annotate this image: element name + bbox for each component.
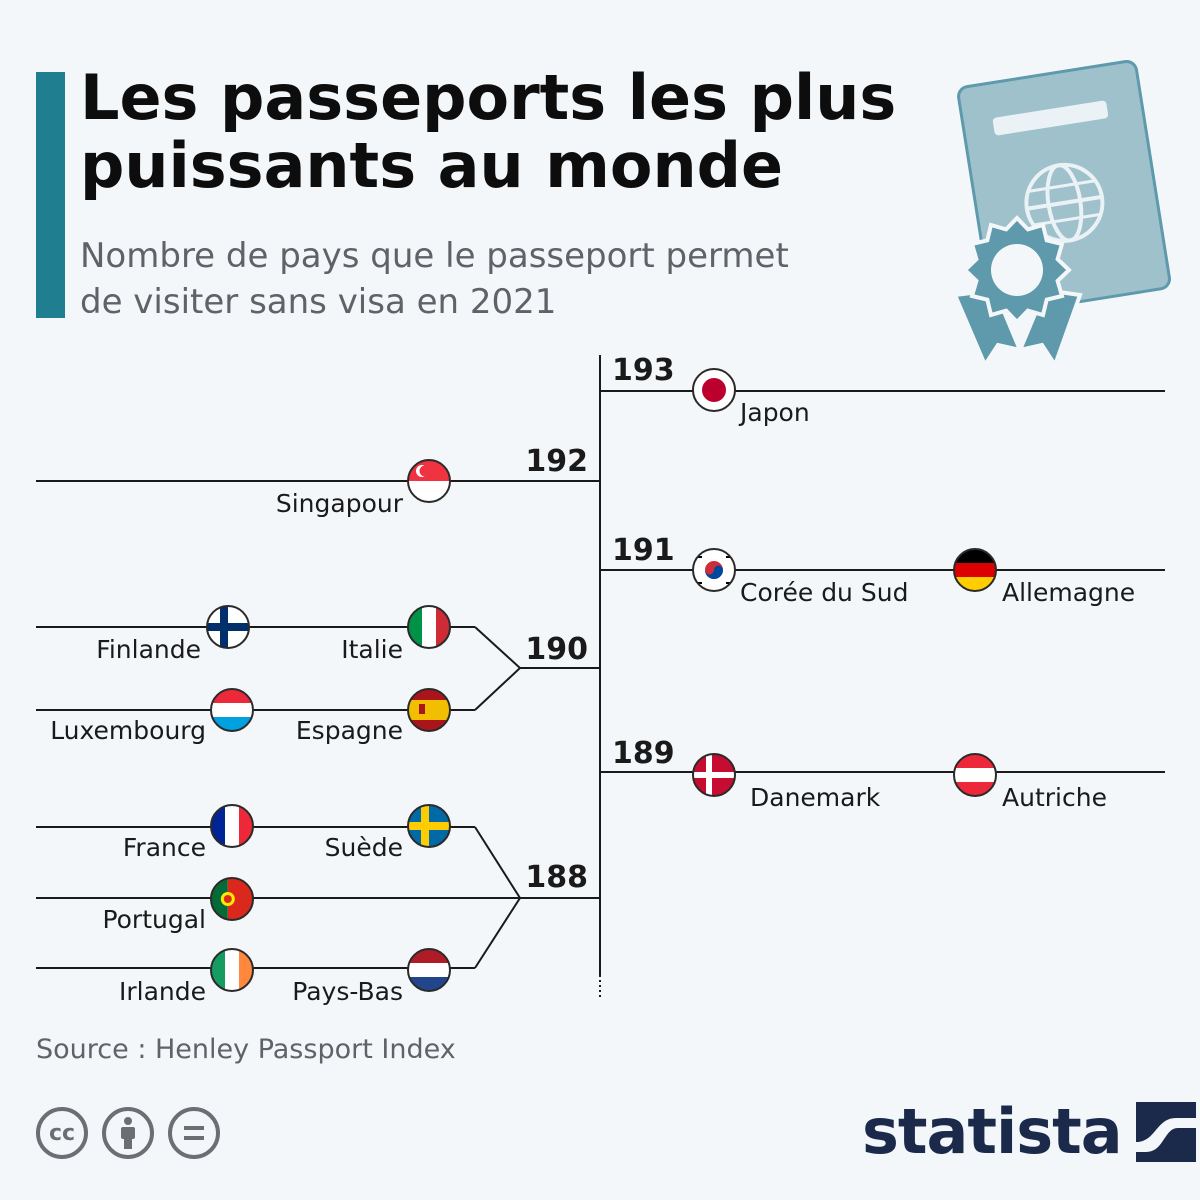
country-label: Danemark xyxy=(750,783,881,812)
page-subtitle: Nombre de pays que le passeport permet d… xyxy=(80,236,789,322)
tier-value-label: 191 xyxy=(612,533,675,568)
ireland-flag xyxy=(210,948,254,992)
country-label: Singapour xyxy=(276,489,404,518)
spain-flag xyxy=(407,688,451,732)
country-label: Corée du Sud xyxy=(740,578,908,607)
country-label: Autriche xyxy=(1002,783,1107,812)
country-label: Pays-Bas xyxy=(292,977,403,1006)
source-note: Source : Henley Passport Index xyxy=(36,1034,456,1065)
country-label: Portugal xyxy=(102,905,206,934)
country-label: Allemagne xyxy=(1002,578,1135,607)
japan-flag xyxy=(692,368,736,412)
singapore-flag xyxy=(407,459,451,503)
cc-icon: cc xyxy=(36,1107,88,1159)
country-label: Italie xyxy=(341,635,403,664)
country-label: Irlande xyxy=(119,977,206,1006)
tier-value-label: 188 xyxy=(525,860,588,895)
page-title: Les passeports les plus puissants au mon… xyxy=(80,61,897,202)
no-derivatives-icon xyxy=(168,1107,220,1159)
tier-value-label: 189 xyxy=(612,736,675,771)
country-label: Finlande xyxy=(96,635,201,664)
tier-value-label: 190 xyxy=(525,632,588,667)
country-label: Japon xyxy=(738,398,810,427)
country-label: France xyxy=(123,833,206,862)
passport-icon xyxy=(952,59,1171,370)
austria-flag xyxy=(953,753,997,797)
south-korea-flag xyxy=(692,548,736,592)
statista-logo: statista xyxy=(862,1095,1196,1168)
tier-value-label: 193 xyxy=(612,353,675,388)
netherlands-flag xyxy=(407,948,451,992)
bracket-join xyxy=(474,626,522,711)
attribution-icon xyxy=(102,1107,154,1159)
luxembourg-flag xyxy=(210,688,254,732)
badge-icon xyxy=(952,215,1083,370)
license-icons: cc xyxy=(36,1107,220,1159)
logo-text: statista xyxy=(862,1095,1123,1168)
germany-flag xyxy=(953,548,997,592)
accent-bar xyxy=(36,72,65,318)
country-label: Suède xyxy=(325,833,403,862)
logo-mark-icon xyxy=(1135,1101,1196,1162)
country-label: Espagne xyxy=(296,716,403,745)
country-label: Luxembourg xyxy=(50,716,206,745)
france-flag xyxy=(210,804,254,848)
italy-flag xyxy=(407,605,451,649)
finland-flag xyxy=(206,605,250,649)
portugal-flag xyxy=(210,877,254,921)
denmark-flag xyxy=(692,753,736,797)
bracket-join xyxy=(474,826,522,969)
tier-value-label: 192 xyxy=(525,444,588,479)
sweden-flag xyxy=(407,804,451,848)
